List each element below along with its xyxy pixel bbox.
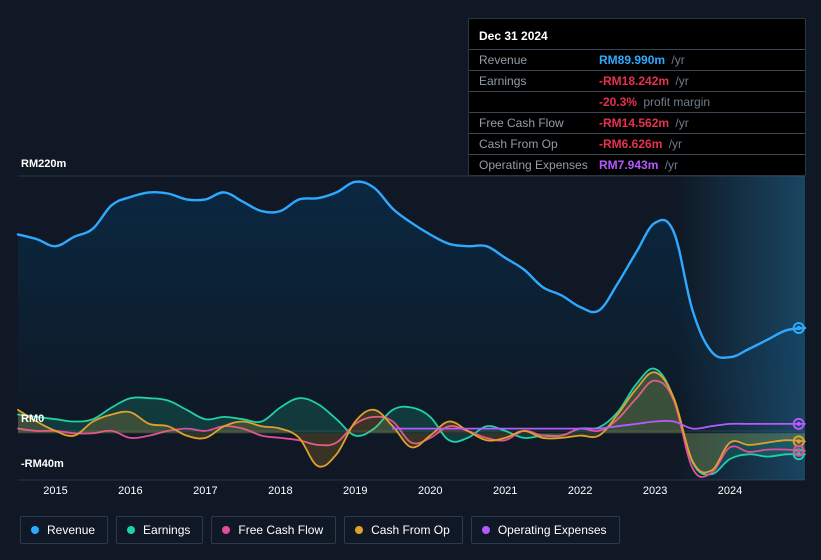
legend-swatch: [31, 526, 39, 534]
legend-item-label: Earnings: [143, 523, 190, 537]
legend-item-revenue[interactable]: Revenue: [20, 516, 108, 544]
x-axis-label: 2015: [43, 485, 67, 497]
y-axis-label-bottom: -RM40m: [21, 458, 64, 470]
x-axis-label: 2023: [643, 485, 667, 497]
y-axis-label-zero: RM0: [21, 413, 44, 425]
x-axis-label: 2018: [268, 485, 292, 497]
tooltip-row: RevenueRM89.990m /yr: [469, 49, 805, 70]
tooltip-row: Cash From Op-RM6.626m /yr: [469, 133, 805, 154]
tooltip-row: Operating ExpensesRM7.943m /yr: [469, 154, 805, 175]
financials-chart[interactable]: RM220m RM0 -RM40m 2015 2016 2017 2018 2019 20…: [18, 158, 805, 500]
legend-item-label: Free Cash Flow: [238, 523, 323, 537]
x-axis-label: 2020: [418, 485, 442, 497]
x-axis-label: 2019: [343, 485, 367, 497]
tooltip-row-value: RM89.990m /yr: [599, 52, 795, 68]
tooltip-row-label: Earnings: [479, 73, 599, 89]
legend: Revenue Earnings Free Cash Flow Cash From O…: [20, 516, 620, 544]
y-axis-label-top: RM220m: [21, 158, 66, 170]
legend-swatch: [222, 526, 230, 534]
legend-item-earnings[interactable]: Earnings: [116, 516, 203, 544]
x-axis-label: 2017: [193, 485, 217, 497]
tooltip-row-value: -RM18.242m /yr: [599, 73, 795, 89]
legend-item-free-cash-flow[interactable]: Free Cash Flow: [211, 516, 336, 544]
legend-item-label: Revenue: [47, 523, 95, 537]
tooltip-row-value: RM7.943m /yr: [599, 157, 795, 173]
tooltip-row-label: Free Cash Flow: [479, 115, 599, 131]
tooltip-card: Dec 31 2024 RevenueRM89.990m /yrEarnings…: [468, 18, 806, 176]
legend-swatch: [127, 526, 135, 534]
tooltip-row-label: Cash From Op: [479, 136, 599, 152]
tooltip-row-value: -20.3% profit margin: [599, 94, 795, 110]
x-axis-label: 2016: [118, 485, 142, 497]
x-axis-label: 2022: [568, 485, 592, 497]
tooltip-row: Earnings-RM18.242m /yr: [469, 70, 805, 91]
tooltip-date: Dec 31 2024: [469, 23, 805, 49]
legend-swatch: [482, 526, 490, 534]
tooltip-row: -20.3% profit margin: [469, 91, 805, 112]
x-axis-label: 2021: [493, 485, 517, 497]
legend-item-operating-expenses[interactable]: Operating Expenses: [471, 516, 620, 544]
x-axis-label: 2024: [718, 485, 742, 497]
legend-swatch: [355, 526, 363, 534]
legend-item-label: Cash From Op: [371, 523, 450, 537]
tooltip-row: Free Cash Flow-RM14.562m /yr: [469, 112, 805, 133]
tooltip-row-label: Operating Expenses: [479, 157, 599, 173]
tooltip-row-value: -RM6.626m /yr: [599, 136, 795, 152]
legend-item-label: Operating Expenses: [498, 523, 607, 537]
tooltip-row-label: Revenue: [479, 52, 599, 68]
legend-item-cash-from-op[interactable]: Cash From Op: [344, 516, 463, 544]
tooltip-row-value: -RM14.562m /yr: [599, 115, 795, 131]
